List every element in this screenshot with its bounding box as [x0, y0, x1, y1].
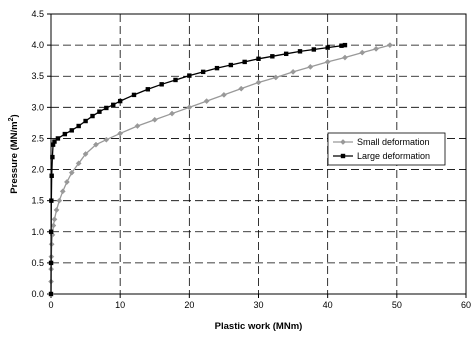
- data-point: [311, 47, 317, 52]
- data-point: [307, 63, 314, 70]
- series-layer: [48, 42, 393, 297]
- data-point: [131, 92, 137, 98]
- y-axis-title: Pressure (MN/m2): [8, 114, 20, 193]
- data-point: [68, 169, 75, 176]
- y-tick-label: 1.5: [31, 196, 44, 206]
- data-point: [173, 77, 178, 83]
- data-point: [359, 49, 366, 56]
- data-point: [117, 98, 123, 104]
- x-tick-label: 20: [184, 300, 194, 310]
- data-point: [290, 68, 297, 75]
- legend-box: [327, 132, 446, 166]
- data-point: [76, 123, 81, 129]
- data-point: [242, 59, 247, 65]
- data-point: [145, 87, 151, 92]
- y-axis-title-main: Pressure (MN/m: [9, 121, 20, 193]
- data-point: [220, 91, 227, 98]
- series-2: [48, 42, 348, 297]
- data-point: [151, 116, 158, 123]
- data-point: [134, 123, 141, 129]
- data-point: [272, 74, 279, 81]
- data-point: [48, 291, 54, 297]
- data-point: [238, 85, 245, 92]
- data-point: [203, 98, 210, 105]
- data-point: [187, 73, 192, 78]
- legend-swatch-marker: [340, 153, 346, 159]
- data-point: [200, 69, 206, 75]
- data-point: [339, 43, 344, 48]
- legend-entry: Large deformation: [333, 151, 430, 161]
- data-point: [159, 82, 164, 87]
- data-point: [297, 49, 303, 54]
- data-point: [386, 42, 393, 49]
- data-point: [111, 102, 116, 108]
- data-point: [83, 118, 88, 124]
- x-tick-label: 50: [392, 300, 402, 310]
- data-point: [51, 216, 58, 223]
- y-tick-label: 0.5: [31, 258, 44, 268]
- y-tick-label: 1.0: [31, 227, 44, 237]
- x-tick-label: 30: [253, 300, 263, 310]
- data-point: [53, 207, 60, 213]
- y-tick-label: 4.5: [31, 9, 44, 19]
- data-point: [49, 198, 54, 203]
- data-point: [283, 51, 289, 57]
- data-point: [255, 79, 262, 86]
- data-point: [373, 45, 380, 52]
- data-point: [228, 62, 234, 68]
- legend-label: Small deformation: [357, 137, 430, 147]
- x-tick-label: 0: [48, 300, 53, 310]
- legend-entry: Small deformation: [333, 137, 430, 147]
- data-point: [97, 109, 102, 114]
- data-point: [59, 188, 66, 195]
- data-point: [62, 131, 68, 137]
- legend-label: Large deformation: [357, 151, 430, 161]
- data-point: [324, 58, 331, 65]
- data-point: [48, 229, 54, 234]
- data-point: [48, 260, 54, 266]
- data-point: [169, 110, 175, 117]
- data-point: [342, 54, 348, 61]
- y-tick-label: 2.0: [31, 165, 44, 175]
- data-point: [63, 179, 70, 185]
- y-axis-title-superscript: 2: [8, 117, 15, 121]
- data-point: [82, 151, 89, 157]
- x-axis-ticks: 0 10 20 30 40 50 60: [48, 294, 471, 310]
- data-point: [50, 154, 55, 160]
- data-point: [256, 56, 261, 61]
- data-point: [270, 54, 275, 59]
- data-point: [69, 128, 74, 133]
- data-point: [186, 104, 193, 111]
- data-point: [104, 105, 109, 111]
- x-tick-label: 40: [323, 300, 333, 310]
- data-point: [75, 160, 82, 167]
- x-tick-label: 10: [115, 300, 125, 310]
- data-point: [214, 65, 220, 71]
- data-point: [56, 197, 63, 204]
- data-point: [93, 141, 99, 148]
- data-point: [325, 45, 330, 50]
- data-point: [55, 136, 61, 141]
- y-tick-label: 2.5: [31, 133, 44, 143]
- y-tick-label: 0.0: [31, 289, 44, 299]
- data-point: [50, 142, 56, 147]
- data-point: [342, 42, 348, 48]
- y-axis-title-close: ): [9, 114, 20, 117]
- data-point: [103, 136, 110, 143]
- data-point: [52, 139, 57, 144]
- y-tick-label: 4.0: [31, 40, 44, 50]
- data-point: [90, 113, 95, 119]
- legend: Small deformation Large deformation: [327, 132, 446, 166]
- y-tick-label: 3.0: [31, 102, 44, 112]
- data-point: [49, 173, 54, 178]
- legend-swatch-marker: [340, 139, 346, 145]
- y-tick-label: 3.5: [31, 71, 44, 81]
- data-point: [117, 130, 124, 137]
- x-axis-title: Plastic work (MNm): [215, 321, 303, 332]
- x-tick-label: 60: [461, 300, 471, 310]
- y-axis-ticks: 0.0 0.5 1.0 1.5 2.0 2.5 3.0 3.5 4.0 4.5: [31, 9, 51, 299]
